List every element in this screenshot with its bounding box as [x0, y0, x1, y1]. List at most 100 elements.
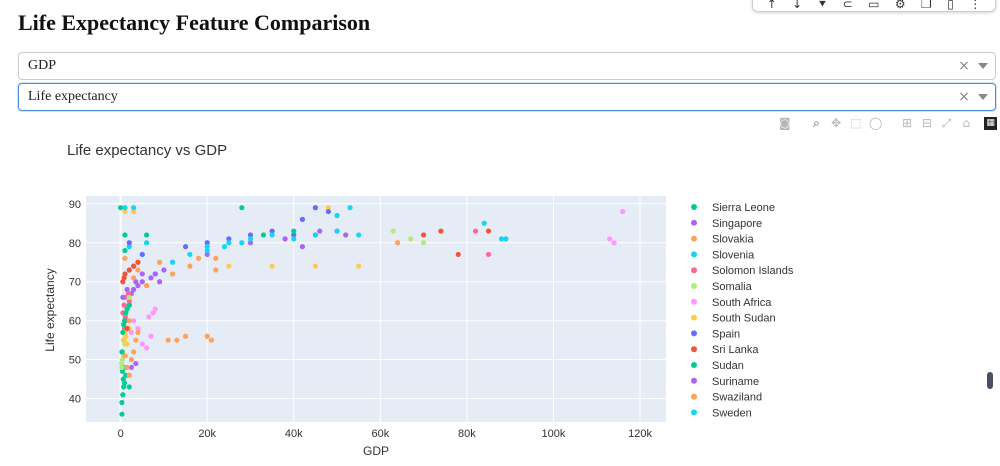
- data-point[interactable]: [208, 337, 215, 343]
- data-point[interactable]: [334, 212, 340, 219]
- camera-icon[interactable]: ◙: [779, 116, 791, 130]
- data-point[interactable]: [131, 275, 137, 281]
- data-point[interactable]: [169, 259, 176, 265]
- data-point[interactable]: [607, 236, 613, 242]
- data-point[interactable]: [247, 236, 254, 242]
- data-point[interactable]: [148, 333, 154, 339]
- data-point[interactable]: [131, 286, 137, 293]
- legend-item[interactable]: Somalia: [691, 281, 753, 293]
- box-select-icon[interactable]: ⬚: [850, 116, 862, 130]
- data-point[interactable]: [334, 228, 340, 234]
- more-icon[interactable]: ⋮: [969, 0, 982, 11]
- plot-area[interactable]: [86, 196, 666, 422]
- data-point[interactable]: [119, 368, 125, 374]
- data-point[interactable]: [128, 329, 135, 335]
- data-point[interactable]: [472, 228, 479, 234]
- legend-item[interactable]: Solomon Islands: [691, 265, 794, 277]
- data-point[interactable]: [133, 360, 139, 367]
- data-point[interactable]: [291, 232, 297, 238]
- data-point[interactable]: [121, 337, 127, 343]
- clear-icon[interactable]: ×: [958, 89, 970, 105]
- data-point[interactable]: [156, 259, 163, 265]
- reset-axes-icon[interactable]: ⌂: [962, 116, 971, 130]
- legend-item[interactable]: South Sudan: [691, 313, 776, 325]
- data-point[interactable]: [143, 232, 150, 238]
- data-point[interactable]: [122, 247, 128, 254]
- data-point[interactable]: [135, 329, 141, 335]
- data-point[interactable]: [312, 205, 319, 211]
- data-point[interactable]: [312, 232, 319, 238]
- data-point[interactable]: [498, 236, 505, 242]
- data-point[interactable]: [133, 337, 139, 343]
- data-point[interactable]: [204, 333, 210, 339]
- data-point[interactable]: [356, 263, 362, 269]
- data-point[interactable]: [135, 283, 141, 289]
- data-point[interactable]: [395, 240, 401, 246]
- data-point[interactable]: [121, 318, 128, 324]
- data-point[interactable]: [165, 337, 171, 343]
- data-point[interactable]: [121, 384, 127, 390]
- data-point[interactable]: [620, 208, 626, 215]
- pin-icon[interactable]: ⯆: [817, 0, 828, 11]
- data-point[interactable]: [187, 263, 193, 269]
- data-point[interactable]: [128, 357, 135, 363]
- data-point[interactable]: [131, 205, 137, 211]
- data-point[interactable]: [131, 318, 137, 324]
- data-point[interactable]: [119, 399, 125, 406]
- data-point[interactable]: [226, 263, 232, 269]
- data-point[interactable]: [121, 302, 127, 308]
- data-point[interactable]: [152, 306, 158, 312]
- data-point[interactable]: [299, 244, 306, 250]
- data-point[interactable]: [503, 236, 509, 242]
- data-point[interactable]: [139, 341, 145, 347]
- data-point[interactable]: [126, 298, 132, 304]
- data-point[interactable]: [121, 275, 127, 281]
- legend-item[interactable]: Sudan: [691, 360, 744, 372]
- chevron-down-icon[interactable]: [978, 63, 988, 69]
- data-point[interactable]: [119, 364, 125, 371]
- data-point[interactable]: [221, 244, 228, 250]
- legend-item[interactable]: Suriname: [691, 376, 759, 388]
- zoom-out-icon[interactable]: ⊟: [921, 116, 932, 130]
- data-point[interactable]: [150, 310, 156, 316]
- data-point[interactable]: [169, 271, 176, 277]
- data-point[interactable]: [119, 411, 125, 417]
- data-point[interactable]: [204, 251, 210, 258]
- copy-icon[interactable]: ❐: [921, 0, 932, 11]
- data-point[interactable]: [174, 337, 180, 343]
- data-point[interactable]: [269, 232, 275, 238]
- data-point[interactable]: [152, 271, 158, 277]
- data-point[interactable]: [124, 325, 130, 332]
- data-point[interactable]: [239, 205, 245, 211]
- gear-icon[interactable]: ⚙: [894, 0, 906, 11]
- data-point[interactable]: [135, 259, 141, 265]
- data-point[interactable]: [325, 205, 331, 211]
- legend-item[interactable]: Sri Lanka: [691, 344, 759, 356]
- legend-item[interactable]: Sweden: [691, 407, 752, 419]
- legend-item[interactable]: Slovenia: [691, 249, 755, 261]
- data-point[interactable]: [135, 325, 141, 332]
- data-point[interactable]: [119, 349, 125, 355]
- data-point[interactable]: [118, 360, 125, 367]
- legend-item[interactable]: South Africa: [691, 297, 772, 309]
- data-point[interactable]: [213, 255, 219, 261]
- data-point[interactable]: [247, 232, 254, 238]
- data-point[interactable]: [299, 216, 306, 222]
- data-point[interactable]: [312, 263, 319, 269]
- data-point[interactable]: [120, 392, 126, 398]
- data-point[interactable]: [204, 247, 210, 254]
- data-point[interactable]: [481, 220, 487, 226]
- zoom-in-icon[interactable]: ⊞: [902, 116, 913, 130]
- data-point[interactable]: [131, 263, 137, 269]
- arrow-up-icon[interactable]: ↑: [766, 0, 777, 11]
- data-point[interactable]: [421, 232, 427, 238]
- data-point[interactable]: [269, 228, 275, 234]
- data-point[interactable]: [126, 302, 132, 308]
- x-feature-dropdown[interactable]: GDP ×: [18, 52, 996, 80]
- y-feature-dropdown[interactable]: Life expectancy ×: [18, 83, 996, 111]
- data-point[interactable]: [204, 244, 210, 250]
- data-point[interactable]: [611, 240, 617, 246]
- data-point[interactable]: [126, 244, 132, 250]
- legend-item[interactable]: Spain: [691, 328, 740, 340]
- legend-item[interactable]: Slovakia: [691, 234, 754, 246]
